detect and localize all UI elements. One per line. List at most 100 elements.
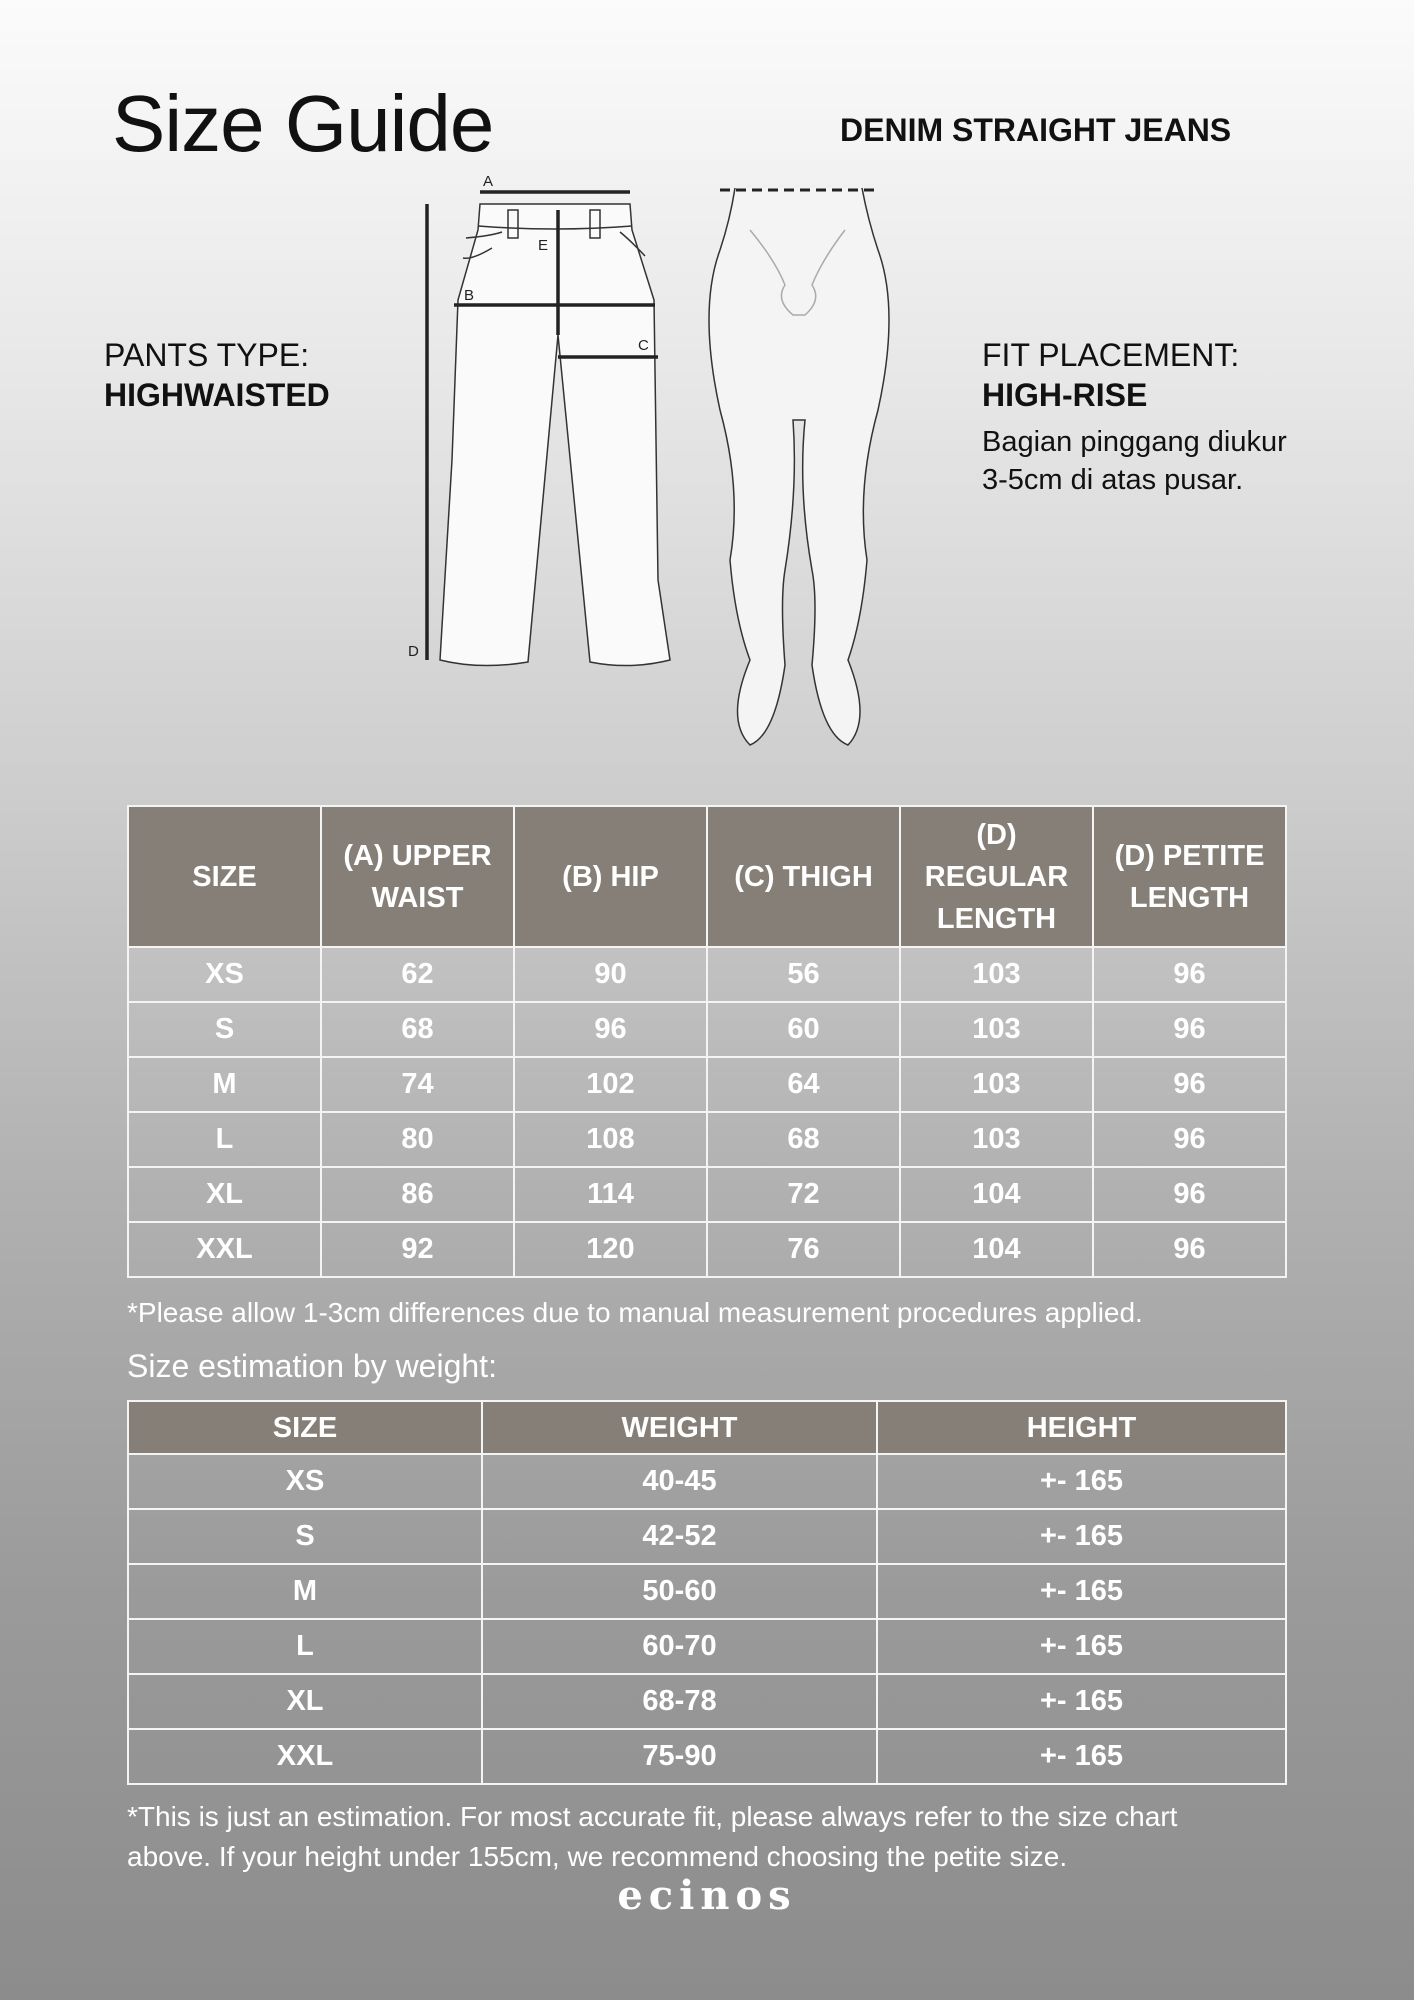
body-illustration	[708, 187, 890, 746]
table-cell: 96	[1092, 1166, 1287, 1223]
table-cell: XL	[127, 1673, 483, 1730]
diagram-label-e: E	[538, 237, 548, 254]
table-row: S 42-52 +- 165	[127, 1508, 1287, 1565]
table-header-row: SIZE WEIGHT HEIGHT	[127, 1400, 1287, 1455]
table-cell: 74	[320, 1056, 515, 1113]
measurement-lines	[425, 190, 658, 660]
col-header: (D) PETITE LENGTH	[1092, 805, 1287, 948]
col-header: (A) UPPER WAIST	[320, 805, 515, 948]
table-cell: 102	[513, 1056, 708, 1113]
table-cell: 96	[1092, 1001, 1287, 1058]
table-cell: 42-52	[481, 1508, 878, 1565]
pants-type-value: HIGHWAISTED	[104, 377, 330, 413]
diagram-label-a: A	[483, 173, 493, 190]
table-cell: 40-45	[481, 1453, 878, 1510]
table-cell: +- 165	[876, 1618, 1287, 1675]
table-cell: 80	[320, 1111, 515, 1168]
table-cell: 104	[899, 1221, 1094, 1278]
table-cell: 96	[513, 1001, 708, 1058]
table-cell: 96	[1092, 1111, 1287, 1168]
fit-desc-line1: Bagian pinggang diukur	[982, 426, 1287, 458]
table-cell: 50-60	[481, 1563, 878, 1620]
table-cell: 64	[706, 1056, 901, 1113]
weight-chart-table: SIZE WEIGHT HEIGHT XS 40-45 +- 165 S 42-52 +-…	[127, 1400, 1287, 1785]
table-header-row: SIZE (A) UPPER WAIST (B) HIP (C) THIGH (…	[127, 805, 1287, 948]
size-chart-table: SIZE (A) UPPER WAIST (B) HIP (C) THIGH (…	[127, 805, 1287, 1278]
pants-type-label: PANTS TYPE:	[104, 337, 310, 373]
table-cell: L	[127, 1618, 483, 1675]
table-row: M 74 102 64 103 96	[127, 1056, 1287, 1113]
col-header: (C) THIGH	[706, 805, 901, 948]
table-cell: +- 165	[876, 1673, 1287, 1730]
measurement-diagram: A B C D E	[408, 173, 890, 746]
fit-desc-line2: 3-5cm di atas pusar.	[982, 464, 1244, 496]
table-cell: 103	[899, 946, 1094, 1003]
table-cell: 60-70	[481, 1618, 878, 1675]
table-row: L 80 108 68 103 96	[127, 1111, 1287, 1168]
table-cell: 103	[899, 1111, 1094, 1168]
table-cell: S	[127, 1001, 322, 1058]
product-name: DENIM STRAIGHT JEANS	[840, 112, 1232, 148]
weight-chart-title: Size estimation by weight:	[127, 1348, 497, 1384]
table-cell: +- 165	[876, 1728, 1287, 1785]
page-title: Size Guide	[112, 79, 494, 168]
table-cell: 114	[513, 1166, 708, 1223]
table-row: M 50-60 +- 165	[127, 1563, 1287, 1620]
weight-chart-note: *This is just an estimation. For most ac…	[127, 1797, 1177, 1877]
table-row: XL 68-78 +- 165	[127, 1673, 1287, 1730]
table-cell: L	[127, 1111, 322, 1168]
table-cell: XS	[127, 946, 322, 1003]
col-header: (B) HIP	[513, 805, 708, 948]
col-header: (D) REGULAR LENGTH	[899, 805, 1094, 948]
table-cell: M	[127, 1563, 483, 1620]
table-cell: 108	[513, 1111, 708, 1168]
table-row: XS 62 90 56 103 96	[127, 946, 1287, 1003]
table-cell: 86	[320, 1166, 515, 1223]
table-cell: 90	[513, 946, 708, 1003]
col-header: HEIGHT	[876, 1400, 1287, 1455]
diagram-label-d: D	[408, 643, 419, 660]
table-row: S 68 96 60 103 96	[127, 1001, 1287, 1058]
pants-illustration	[439, 203, 671, 667]
table-cell: 62	[320, 946, 515, 1003]
col-header: SIZE	[127, 1400, 483, 1455]
table-cell: XL	[127, 1166, 322, 1223]
table-cell: 120	[513, 1221, 708, 1278]
table-cell: 92	[320, 1221, 515, 1278]
fit-placement-value: HIGH-RISE	[982, 377, 1148, 413]
table-cell: 76	[706, 1221, 901, 1278]
table-cell: +- 165	[876, 1453, 1287, 1510]
table-row: XXL 75-90 +- 165	[127, 1728, 1287, 1785]
table-cell: 60	[706, 1001, 901, 1058]
table-cell: +- 165	[876, 1563, 1287, 1620]
table-cell: 96	[1092, 946, 1287, 1003]
col-header: SIZE	[127, 805, 322, 948]
note-line-1: *This is just an estimation. For most ac…	[127, 1801, 1178, 1832]
table-cell: XXL	[127, 1221, 322, 1278]
table-cell: 68	[706, 1111, 901, 1168]
diagram-label-b: B	[464, 287, 474, 304]
table-cell: 72	[706, 1166, 901, 1223]
table-cell: 75-90	[481, 1728, 878, 1785]
table-cell: +- 165	[876, 1508, 1287, 1565]
fit-placement: FIT PLACEMENT: HIGH-RISE Bagian pinggang…	[982, 335, 1287, 499]
table-cell: 68-78	[481, 1673, 878, 1730]
diagram-label-c: C	[638, 337, 649, 354]
brand-logo: ecinos	[617, 1872, 797, 1919]
size-chart-note: *Please allow 1-3cm differences due to m…	[127, 1297, 1143, 1328]
table-row: XS 40-45 +- 165	[127, 1453, 1287, 1510]
table-cell: XS	[127, 1453, 483, 1510]
table-cell: 103	[899, 1056, 1094, 1113]
table-cell: 103	[899, 1001, 1094, 1058]
table-cell: 56	[706, 946, 901, 1003]
table-cell: 68	[320, 1001, 515, 1058]
table-cell: 96	[1092, 1221, 1287, 1278]
fit-placement-label: FIT PLACEMENT:	[982, 337, 1240, 373]
table-row: XXL 92 120 76 104 96	[127, 1221, 1287, 1278]
note-line-2: above. If your height under 155cm, we re…	[127, 1841, 1068, 1872]
pants-type: PANTS TYPE: HIGHWAISTED	[104, 335, 330, 415]
table-cell: 96	[1092, 1056, 1287, 1113]
table-row: L 60-70 +- 165	[127, 1618, 1287, 1675]
col-header: WEIGHT	[481, 1400, 878, 1455]
table-cell: 104	[899, 1166, 1094, 1223]
